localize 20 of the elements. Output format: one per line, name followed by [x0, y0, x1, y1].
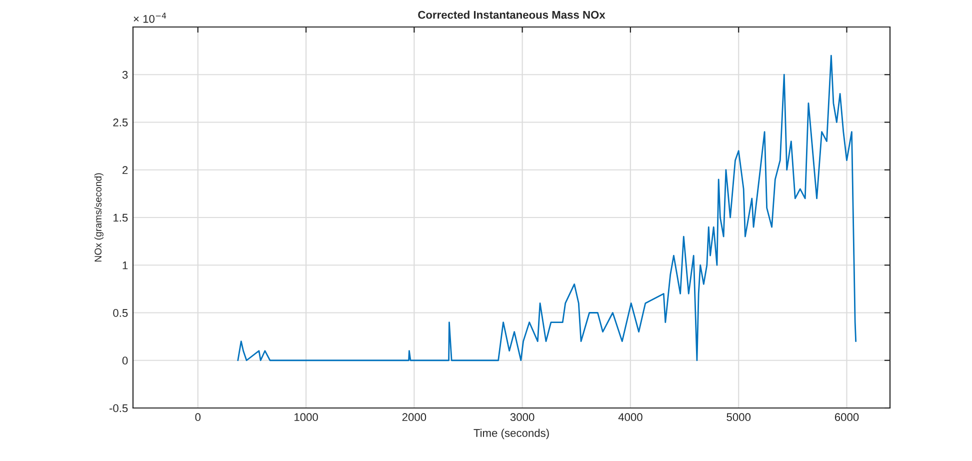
text: × 10$^{−4}$	[134, 12, 166, 23]
x-tick-label: 6000	[834, 413, 859, 422]
x-tick-label: 1000	[294, 413, 318, 422]
x-tick-label: 4000	[618, 413, 642, 422]
y-tick-label: 3	[122, 70, 128, 79]
y-tick-label: 2	[122, 166, 128, 174]
y-tick-label: 2.5	[113, 118, 128, 126]
x-tick-label: 0	[195, 413, 201, 422]
x-tick-label: 5000	[726, 413, 751, 422]
y-tick-label: -0.5	[109, 404, 128, 412]
line-series	[237, 54, 857, 362]
x-tick-label: 2000	[402, 413, 426, 422]
x-tick-label: 3000	[510, 413, 534, 422]
x-axis-title: Time (seconds)	[474, 428, 549, 440]
y-tick-label: 0.5	[113, 309, 128, 317]
chart-title: Corrected Instantaneous Mass NOx	[418, 10, 606, 19]
y-tick-label: 1.5	[114, 214, 128, 222]
y-tick-label: 1	[122, 262, 128, 270]
y-axis-title: NOx (grams/second)	[94, 173, 104, 262]
y-tick-label: 0	[122, 356, 128, 365]
